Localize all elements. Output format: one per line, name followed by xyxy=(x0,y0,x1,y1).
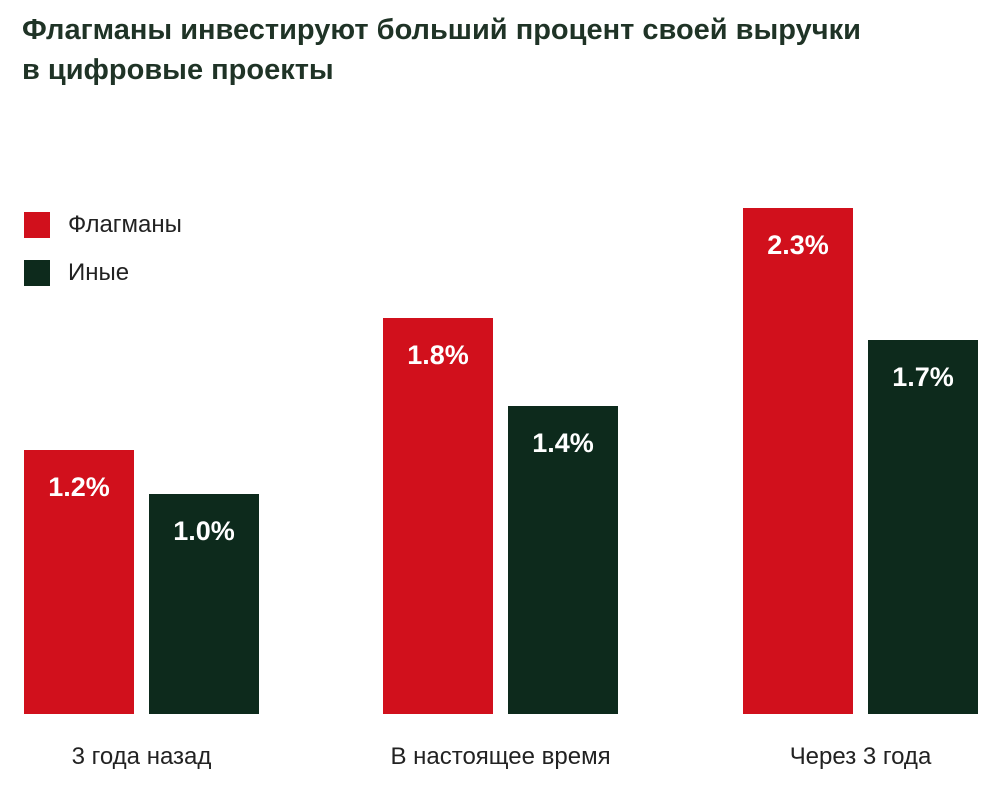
bar-value-label-others-2: 1.7% xyxy=(892,362,954,392)
bar-value-label-others-0: 1.0% xyxy=(173,516,235,546)
category-label-1: В настоящее время xyxy=(390,743,610,770)
bar-others-0 xyxy=(149,494,259,714)
bar-others-2 xyxy=(868,340,978,714)
bar-others-1 xyxy=(508,406,618,714)
bar-value-label-flagships-2: 2.3% xyxy=(767,230,829,260)
bar-flagships-0 xyxy=(24,450,134,714)
bar-value-label-flagships-1: 1.8% xyxy=(407,340,469,370)
bar-flagships-2 xyxy=(743,208,853,714)
legend-swatch-flagships xyxy=(24,212,50,238)
chart-title-line-2: в цифровые проекты xyxy=(22,54,334,86)
bar-value-label-flagships-0: 1.2% xyxy=(48,472,110,502)
legend-item-flagships: Флагманы xyxy=(24,210,182,240)
legend-label-flagships: Флагманы xyxy=(68,211,182,238)
chart-title-line-1: Флагманы инвестируют больший процент сво… xyxy=(22,14,861,46)
legend-label-others: Иные xyxy=(68,259,130,286)
category-label-0: 3 года назад xyxy=(72,743,212,770)
bar-value-label-others-1: 1.4% xyxy=(532,428,594,458)
bar-flagships-1 xyxy=(383,318,493,714)
category-label-2: Через 3 года xyxy=(790,743,932,770)
chart-title: Флагманы инвестируют больший процент сво… xyxy=(22,10,861,90)
legend-item-others: Иные xyxy=(24,258,182,288)
legend-swatch-others xyxy=(24,260,50,286)
legend: Флагманы Иные xyxy=(24,210,182,306)
